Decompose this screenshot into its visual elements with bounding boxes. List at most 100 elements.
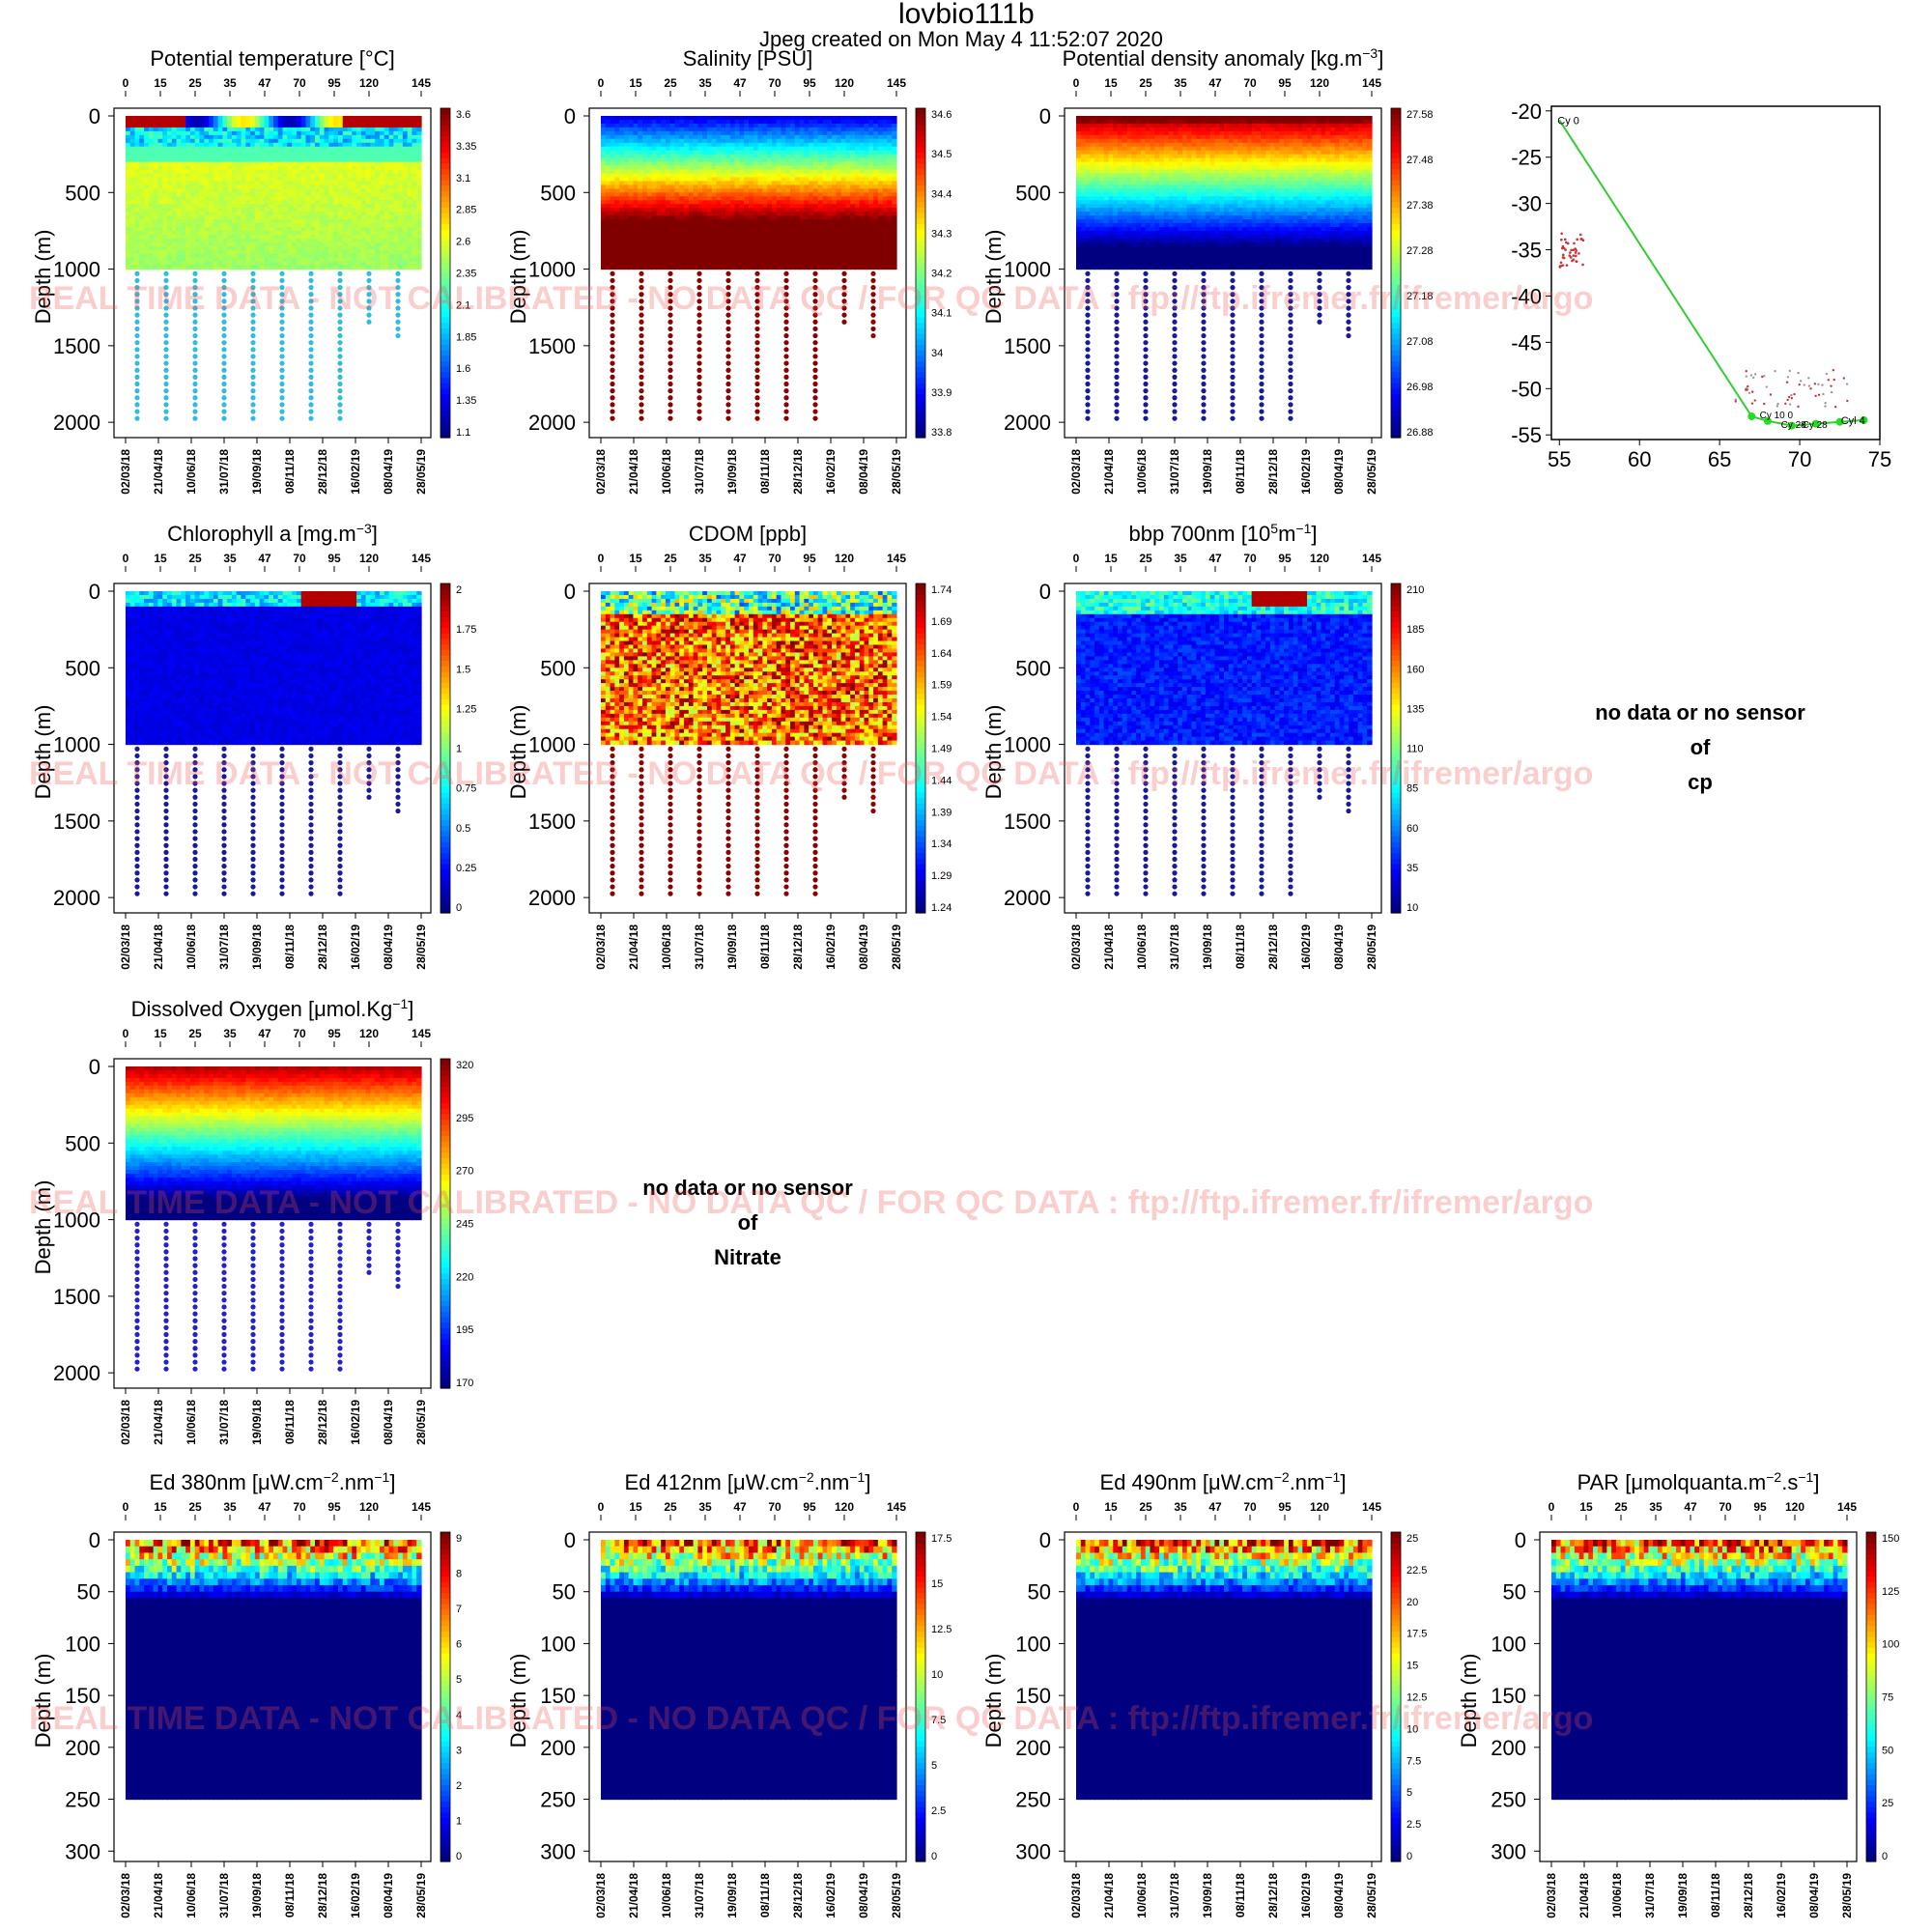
heat-cell [177,177,182,182]
heat-cell [204,135,209,140]
heat-cell [157,239,162,243]
heat-cell [185,120,190,125]
heat-cell [177,227,182,232]
heat-cell [213,143,218,148]
heat-cell [195,124,200,128]
heat-cell [135,196,140,201]
heat-cell [213,139,218,144]
heat-cell [195,215,200,220]
heat-cell [126,170,130,175]
heat-cell [167,173,172,178]
heat-cell [209,131,213,136]
heat-cell [209,181,213,185]
heat-cell [200,204,205,209]
heat-cell [162,239,167,243]
heat-cell [162,219,167,224]
heat-cell [162,204,167,209]
heat-cell [139,173,144,178]
heat-cell [139,212,144,216]
heat-cell [135,208,140,213]
heat-cell [204,188,209,193]
heat-cell [157,185,162,189]
heat-cell [172,192,177,197]
heat-cell [185,147,190,152]
heat-cell [135,242,140,247]
heat-cell [167,212,172,216]
heat-cell [190,177,195,182]
heat-cell [200,223,205,228]
heat-cell [162,246,167,251]
heat-cell [126,227,130,232]
heat-cell [172,116,177,121]
heat-cell [185,173,190,178]
heat-cell [213,204,218,209]
heat-cell [126,258,130,263]
heat-cell [218,166,223,171]
heat-cell [181,215,185,220]
heat-cell [162,235,167,240]
heat-cell [139,242,144,247]
heat-cell [144,177,149,182]
heat-cell [167,242,172,247]
heat-cell [126,120,130,125]
heat-cell [213,147,218,152]
heat-cell [195,258,200,263]
heat-cell [144,151,149,156]
heat-cell [177,215,182,220]
heat-cell [144,185,149,189]
heat-cell [144,135,149,140]
heat-cell [139,185,144,189]
heat-cell [177,170,182,175]
heat-cell [195,246,200,251]
heat-cell [126,250,130,255]
heat-cell [162,151,167,156]
heat-cell [200,151,205,156]
heat-cell [209,192,213,197]
heat-cell [195,131,200,136]
heat-cell [200,242,205,247]
heat-cell [177,235,182,240]
heat-cell [185,204,190,209]
heat-cell [209,246,213,251]
heat-cell [162,170,167,175]
heat-cell [154,192,158,197]
heat-cell [167,177,172,182]
heat-cell [167,219,172,224]
heat-cell [218,215,223,220]
heat-cell [144,239,149,243]
heat-cell [204,246,209,251]
heat-cell [190,231,195,236]
heat-cell [181,120,185,125]
heat-cell [135,262,140,267]
heat-cell [195,212,200,216]
heat-cell [213,116,218,121]
heat-cell [185,192,190,197]
heat-cell [209,177,213,182]
heat-cell [149,235,154,240]
heat-cell [209,151,213,156]
heat-cell [162,188,167,193]
heat-cell [135,188,140,193]
heat-cell [149,173,154,178]
heat-cell [177,158,182,163]
heat-cell [185,266,190,270]
heat-cell [167,158,172,163]
heat-cell [177,143,182,148]
heat-cell [195,192,200,197]
heat-cell [185,231,190,236]
heat-cell [172,120,177,125]
heat-cell [157,258,162,263]
heat-cell [167,192,172,197]
heat-cell [130,219,135,224]
heat-cell [200,143,205,148]
heat-cell [167,223,172,228]
heat-cell [167,120,172,125]
heat-cell [195,188,200,193]
heat-cell [213,223,218,228]
heat-cell [195,120,200,125]
heat-cell [190,162,195,167]
heat-cell [177,196,182,201]
heat-cell [172,223,177,228]
heat-cell [190,116,195,121]
heat-cell [139,262,144,267]
